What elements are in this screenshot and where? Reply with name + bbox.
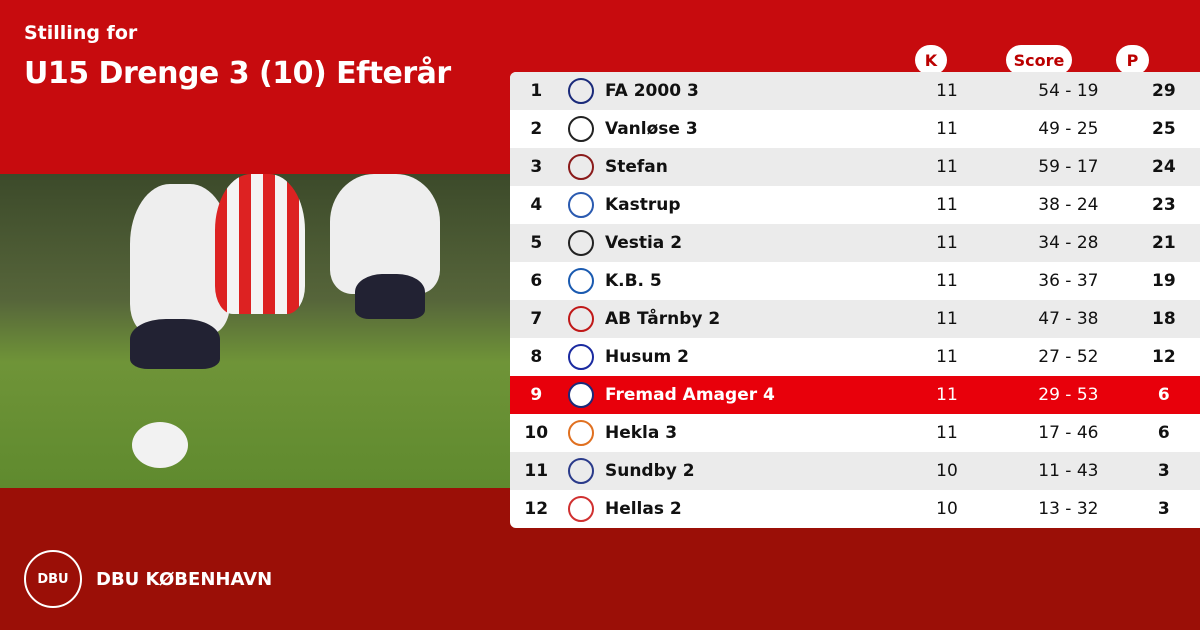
position: 10: [524, 423, 549, 443]
points: 24: [1152, 157, 1176, 177]
team-logo-icon: [558, 382, 602, 408]
table-row[interactable]: 4 Kastrup 11 38 - 24 23: [510, 186, 1200, 224]
position: 1: [530, 81, 543, 101]
column-header-points: P: [1116, 45, 1149, 75]
team-name: Husum 2: [604, 347, 689, 367]
org-name: DBU KØBENHAVN: [96, 568, 273, 590]
team-logo-icon: [558, 154, 602, 180]
points: 29: [1152, 81, 1176, 101]
position: 11: [524, 461, 549, 481]
goal-score: 59 - 17: [1038, 157, 1099, 177]
table-row[interactable]: 10 Hekla 3 11 17 - 46 6: [510, 414, 1200, 452]
subtitle: Stilling for: [24, 22, 138, 44]
team-logo-icon: [558, 192, 602, 218]
goal-score: 17 - 46: [1038, 423, 1099, 443]
team-logo-icon: [558, 420, 602, 446]
youth-football-photo: [0, 174, 510, 488]
team-name: Kastrup: [604, 195, 681, 215]
team-name: Hellas 2: [604, 499, 682, 519]
team-name: Hekla 3: [604, 423, 678, 443]
table-row[interactable]: 8 Husum 2 11 27 - 52 12: [510, 338, 1200, 376]
position: 7: [530, 309, 543, 329]
goal-score: 11 - 43: [1038, 461, 1099, 481]
table-row[interactable]: 11 Sundby 2 10 11 - 43 3: [510, 452, 1200, 490]
team-logo-icon: [558, 230, 602, 256]
points: 19: [1152, 271, 1176, 291]
matches-played: 11: [936, 347, 958, 367]
points: 3: [1157, 499, 1170, 519]
points: 6: [1157, 423, 1170, 443]
team-name: Stefan: [604, 157, 668, 177]
matches-played: 11: [936, 385, 958, 405]
team-logo-icon: [558, 344, 602, 370]
table-row[interactable]: 2 Vanløse 3 11 49 - 25 25: [510, 110, 1200, 148]
matches-played: 11: [936, 423, 958, 443]
team-name: K.B. 5: [604, 271, 662, 291]
table-row-highlighted[interactable]: 9 Fremad Amager 4 11 29 - 53 6: [510, 376, 1200, 414]
standings-table: 1 FA 2000 3 11 54 - 19 29 2 Vanløse 3 11 …: [510, 72, 1200, 528]
position: 2: [530, 119, 543, 139]
goal-score: 54 - 19: [1038, 81, 1099, 101]
goal-score: 34 - 28: [1038, 233, 1099, 253]
team-name: FA 2000 3: [604, 81, 699, 101]
position: 4: [530, 195, 543, 215]
goal-score: 49 - 25: [1038, 119, 1099, 139]
footer: DBU DBU KØBENHAVN: [24, 550, 272, 608]
team-name: Sundby 2: [604, 461, 695, 481]
table-row[interactable]: 3 Stefan 11 59 - 17 24: [510, 148, 1200, 186]
matches-played: 11: [936, 233, 958, 253]
table-row[interactable]: 7 AB Tårnby 2 11 47 - 38 18: [510, 300, 1200, 338]
matches-played: 11: [936, 195, 958, 215]
position: 9: [530, 385, 543, 405]
column-header-matches: K: [915, 45, 947, 75]
matches-played: 11: [936, 81, 958, 101]
points: 21: [1152, 233, 1176, 253]
points: 23: [1152, 195, 1176, 215]
page-title: U15 Drenge 3 (10) Efterår: [24, 56, 451, 91]
team-name: Vestia 2: [604, 233, 683, 253]
table-row[interactable]: 6 K.B. 5 11 36 - 37 19: [510, 262, 1200, 300]
points: 25: [1152, 119, 1176, 139]
points: 18: [1152, 309, 1176, 329]
team-name: Fremad Amager 4: [604, 385, 775, 405]
matches-played: 11: [936, 119, 958, 139]
team-logo-icon: [558, 268, 602, 294]
matches-played: 10: [936, 499, 958, 519]
position: 8: [530, 347, 543, 367]
points: 3: [1157, 461, 1170, 481]
team-logo-icon: [558, 306, 602, 332]
dbu-seal-logo: DBU: [24, 550, 82, 608]
position: 6: [530, 271, 543, 291]
team-name: Vanløse 3: [604, 119, 698, 139]
matches-played: 10: [936, 461, 958, 481]
goal-score: 47 - 38: [1038, 309, 1099, 329]
column-header-score: Score: [1006, 45, 1072, 75]
points: 12: [1152, 347, 1176, 367]
goal-score: 38 - 24: [1038, 195, 1099, 215]
table-row[interactable]: 5 Vestia 2 11 34 - 28 21: [510, 224, 1200, 262]
team-logo-icon: [558, 458, 602, 484]
table-row[interactable]: 1 FA 2000 3 11 54 - 19 29: [510, 72, 1200, 110]
points: 6: [1157, 385, 1170, 405]
team-logo-icon: [558, 496, 602, 522]
position: 5: [530, 233, 543, 253]
matches-played: 11: [936, 157, 958, 177]
goal-score: 13 - 32: [1038, 499, 1099, 519]
team-logo-icon: [558, 78, 602, 104]
position: 3: [530, 157, 543, 177]
table-row[interactable]: 12 Hellas 2 10 13 - 32 3: [510, 490, 1200, 528]
goal-score: 27 - 52: [1038, 347, 1099, 367]
matches-played: 11: [936, 271, 958, 291]
team-logo-icon: [558, 116, 602, 142]
goal-score: 29 - 53: [1038, 385, 1099, 405]
goal-score: 36 - 37: [1038, 271, 1099, 291]
position: 12: [524, 499, 549, 519]
team-name: AB Tårnby 2: [604, 309, 721, 329]
matches-played: 11: [936, 309, 958, 329]
